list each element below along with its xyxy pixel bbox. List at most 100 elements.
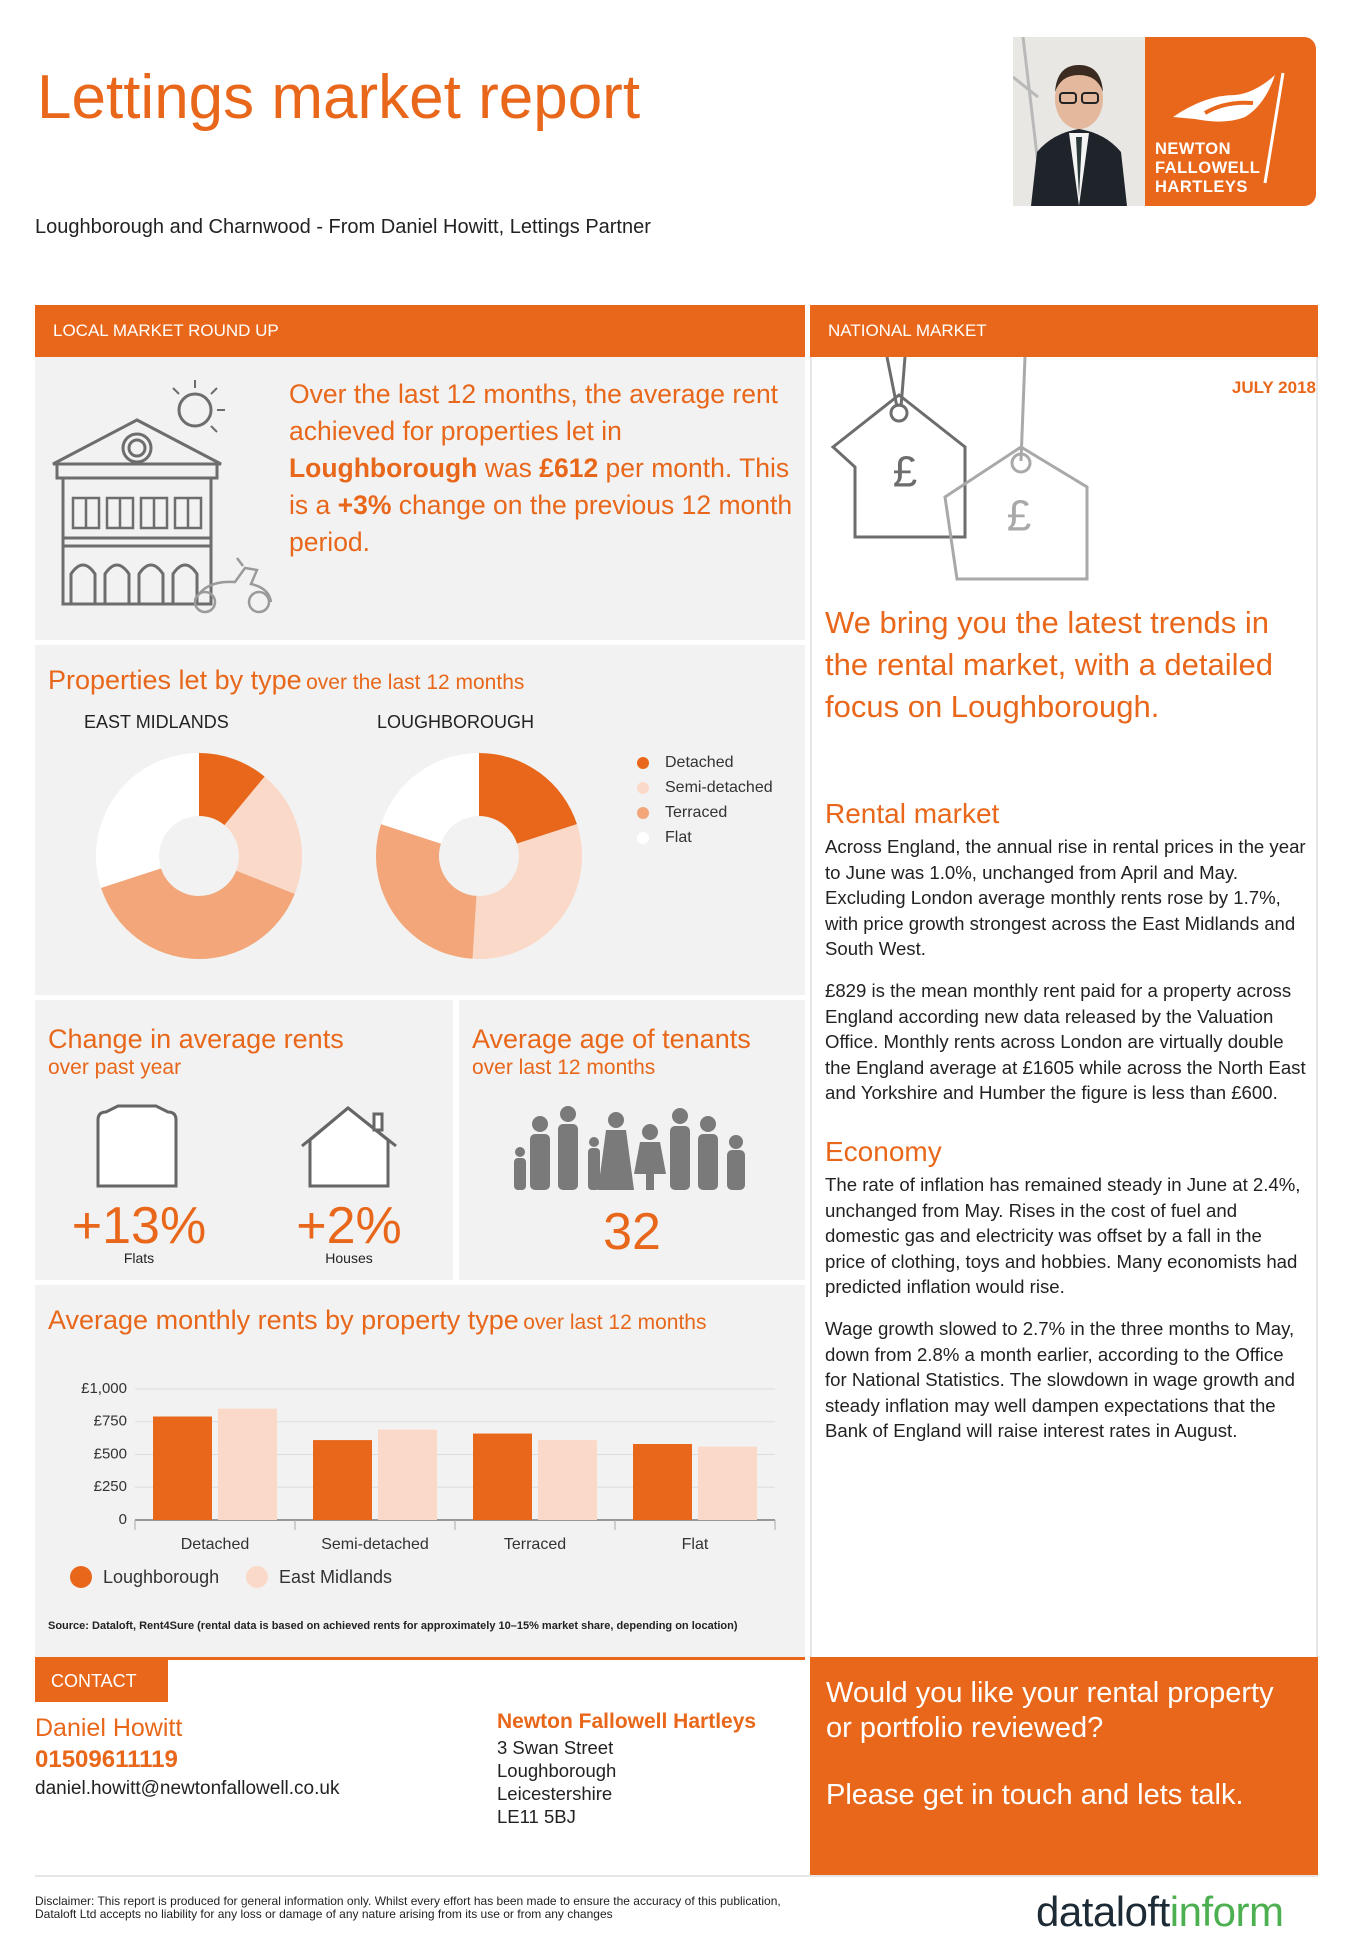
address-line: 3 Swan Street (497, 1737, 614, 1758)
section-header: LOCAL MARKET ROUND UP (35, 305, 805, 357)
panel (459, 1000, 805, 1280)
dataloft-logo: dataloftinform (1036, 1888, 1284, 1936)
divider (35, 1875, 1318, 1877)
pie-slice (95, 753, 199, 888)
panel-subtitle: over last 12 months (472, 1056, 656, 1079)
pie-slice (224, 776, 302, 894)
legend-label: Semi-detached (665, 779, 773, 796)
svg-text:£: £ (1007, 492, 1031, 541)
panel-subtitle: over past year (48, 1056, 182, 1079)
chart-subtitle: over last 12 months (523, 1311, 707, 1334)
intro-segment: Over the last 12 months, the average ren… (289, 379, 779, 446)
panel-subtitle: over the last 12 months (306, 671, 525, 694)
brand-logo: NEWTON FALLOWELL HARTLEYS (1145, 37, 1316, 206)
legend-swatch (637, 832, 649, 844)
tags-icon: £ £ (830, 357, 1089, 581)
cta-line: Would you like your rental property or p… (826, 1677, 1274, 1744)
address-line: Loughborough (497, 1760, 617, 1781)
y-tick-label: 0 (119, 1511, 127, 1528)
intro-segment: £612 (539, 453, 599, 483)
building-icon (52, 380, 273, 614)
address-line: Leicestershire (497, 1783, 613, 1804)
bar (153, 1416, 212, 1520)
paragraph: Across England, the annual rise in renta… (825, 836, 1306, 960)
contact-email: daniel.howitt@newtonfallowell.co.uk (35, 1778, 340, 1799)
bar (378, 1429, 437, 1520)
pie-slice (101, 868, 295, 959)
chart-title: Average monthly rents by property type (48, 1305, 519, 1335)
paragraph: Wage growth slowed to 2.7% in the three … (825, 1317, 1295, 1442)
cta-box (810, 1657, 1318, 1875)
legend-label: Detached (665, 754, 734, 771)
contact-name: Daniel Howitt (35, 1714, 183, 1742)
report-subtitle: Loughborough and Charnwood - From Daniel… (35, 216, 651, 238)
bar (473, 1433, 532, 1520)
intro-segment: Loughborough (289, 453, 478, 483)
address-line: LE11 5BJ (497, 1806, 576, 1827)
people-icon (514, 1106, 745, 1190)
pie-slice (472, 824, 582, 959)
intro-segment: per month. This is a (289, 453, 790, 520)
panel-heading: Properties let by type over the last 12 … (48, 665, 524, 696)
bar (313, 1440, 372, 1520)
section-header: NATIONAL MARKET (810, 305, 1318, 357)
logo-line: HARTLEYS (1155, 178, 1248, 196)
panel-title: Properties let by type (48, 665, 302, 695)
change-label: Flats (123, 1250, 155, 1266)
disclaimer: Disclaimer: This report is produced for … (35, 1894, 781, 1921)
change-value: +13% (71, 1197, 207, 1255)
contact-phone: 01509611119 (35, 1746, 178, 1773)
bar (218, 1408, 277, 1520)
bar (698, 1446, 757, 1520)
pie-slice (199, 753, 265, 826)
legend-swatch (637, 757, 649, 769)
legend-swatch (637, 782, 649, 794)
bar-chart: 0 £250 £500 £750 £1,000 Detached Semi-detached… (70, 1380, 776, 1588)
company-name: Newton Fallowell Hartleys (497, 1710, 757, 1733)
intro-segment: was (477, 453, 540, 483)
x-tick-label: Detached (181, 1536, 250, 1553)
intro-segment: +3% (337, 490, 392, 520)
pie-title: LOUGHBOROUGH (377, 712, 534, 732)
contact-label: CONTACT (35, 1660, 168, 1702)
x-tick-label: Terraced (504, 1536, 566, 1553)
logo-flag (1173, 72, 1285, 184)
logo-line: FALLOWELL (1155, 159, 1261, 177)
legend-label: Terraced (665, 804, 727, 821)
paragraph: The rate of inflation has remained stead… (825, 1173, 1301, 1298)
intro-segment: change on the previous 12 month period. (289, 490, 793, 557)
report-date: JULY 2018 (1231, 378, 1316, 397)
panel-title: Change in average rents (48, 1024, 344, 1054)
property-icons (96, 1104, 397, 1188)
y-tick-label: £250 (94, 1478, 127, 1495)
legend-label: East Midlands (279, 1567, 392, 1587)
article: Rental market Across England, the annual … (825, 798, 1307, 1460)
cta-line: Please get in touch and lets talk. (826, 1779, 1244, 1811)
partner-photo (1013, 37, 1145, 206)
donut-charts: EAST MIDLANDS LOUGHBOROUGH Detached Semi-de… (84, 712, 773, 959)
legend-label: Flat (665, 829, 692, 846)
logo-text: NEWTON FALLOWELL HARTLEYS (1155, 140, 1260, 197)
source-note: Source: Dataloft, Rent4Sure (rental data… (48, 1620, 738, 1632)
panel-heading: Average monthly rents by property type o… (48, 1305, 706, 1336)
cta-text: Would you like your rental property or p… (826, 1676, 1306, 1813)
section-heading: Economy (825, 1135, 942, 1167)
svg-text:£: £ (893, 448, 917, 497)
x-tick-label: Semi-detached (321, 1536, 429, 1553)
pie-slice (479, 753, 577, 844)
pie-slice (381, 753, 479, 844)
logo-line: NEWTON (1155, 140, 1232, 158)
section-heading: Rental market (825, 798, 1000, 829)
legend-swatch (70, 1566, 92, 1588)
pie-slice (375, 824, 477, 959)
y-tick-label: £1,000 (81, 1380, 127, 1397)
paragraph: £829 is the mean monthly rent paid for a… (825, 979, 1306, 1104)
brand-part: dataloft (1036, 1888, 1170, 1935)
panel-title: Average age of tenants (472, 1024, 751, 1054)
bar (633, 1444, 692, 1520)
change-label: Houses (325, 1250, 373, 1266)
headline: We bring you the latest trends in the re… (825, 605, 1274, 724)
column-frame (810, 357, 1318, 1660)
report-title: Lettings market report (37, 63, 641, 132)
y-tick-label: £750 (94, 1413, 127, 1430)
